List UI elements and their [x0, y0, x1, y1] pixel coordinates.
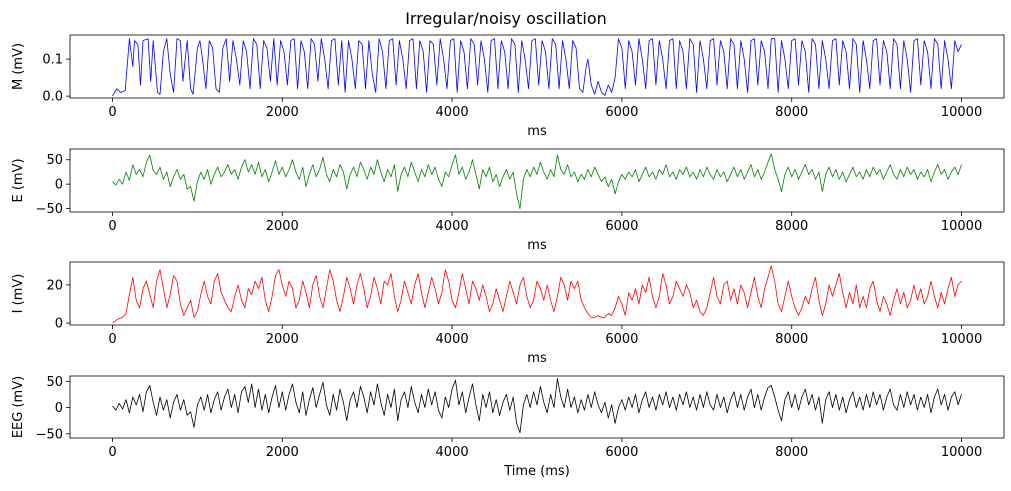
axes-frame [69, 34, 1005, 99]
x-tick-label: 8000 [775, 105, 808, 120]
axes-frame [69, 148, 1005, 213]
y-tick-label: 20 [46, 278, 63, 293]
x-tick-label: 10000 [941, 332, 982, 347]
x-tick-label: 2000 [266, 445, 299, 460]
x-tick-label: 4000 [436, 105, 469, 120]
subplot-i: 0 2000 4000 6000 8000 10000 0 20 ms I (mV) [11, 261, 1005, 366]
x-tick-label: 0 [108, 219, 116, 234]
y-tick-label: 0.1 [42, 53, 63, 68]
series-line-e [112, 153, 962, 210]
series-line-eeg [112, 378, 962, 434]
x-tick-label: 4000 [436, 445, 469, 460]
y-tick-label: 50 [46, 375, 63, 390]
series-line-i [112, 265, 962, 324]
x-tick-label: 4000 [436, 332, 469, 347]
y-tick-label: 0 [55, 401, 63, 416]
figure-title: Irregular/noisy oscillation [405, 9, 607, 28]
x-axis-label: ms [527, 238, 547, 253]
y-axis-label: M (mV) [11, 43, 26, 90]
series-line-m [112, 38, 962, 97]
y-axis-label: EEG (mV) [11, 376, 26, 438]
x-tick-label: 4000 [436, 219, 469, 234]
y-tick-label: 50 [46, 153, 63, 168]
x-tick-label: 10000 [941, 445, 982, 460]
x-tick-label: 6000 [605, 105, 638, 120]
x-tick-label: 6000 [605, 445, 638, 460]
x-tick-label: 0 [108, 105, 116, 120]
y-tick-label: 0 [55, 317, 63, 332]
x-tick-label: 2000 [266, 332, 299, 347]
x-axis-label: ms [527, 351, 547, 366]
x-tick-label: 6000 [605, 332, 638, 347]
y-tick-label: 0.0 [42, 90, 63, 105]
y-tick-label: −50 [36, 427, 63, 442]
subplot-e: 0 2000 4000 6000 8000 10000 −50 0 50 ms E (mV) [11, 148, 1005, 253]
x-tick-label: 8000 [775, 445, 808, 460]
x-tick-label: 2000 [266, 105, 299, 120]
y-axis-label: E (mV) [11, 158, 26, 202]
axes-frame [69, 375, 1005, 439]
x-tick-label: 2000 [266, 219, 299, 234]
subplot-m: 0 2000 4000 6000 8000 10000 0.0 0.1 ms M (mV) [11, 34, 1005, 139]
subplot-eeg: 0 2000 4000 6000 8000 10000 −50 0 50 Time (ms) EEG… [11, 375, 1005, 479]
x-tick-label: 10000 [941, 105, 982, 120]
x-tick-label: 6000 [605, 219, 638, 234]
x-tick-label: 8000 [775, 219, 808, 234]
axes-frame [69, 261, 1005, 326]
x-axis-label: Time (ms) [503, 464, 570, 479]
y-tick-label: −50 [36, 202, 63, 217]
x-tick-label: 0 [108, 332, 116, 347]
x-tick-label: 0 [108, 445, 116, 460]
y-tick-label: 0 [55, 178, 63, 193]
x-tick-label: 10000 [941, 219, 982, 234]
x-axis-label: ms [527, 124, 547, 139]
y-axis-label: I (mV) [11, 274, 26, 314]
x-tick-label: 8000 [775, 332, 808, 347]
